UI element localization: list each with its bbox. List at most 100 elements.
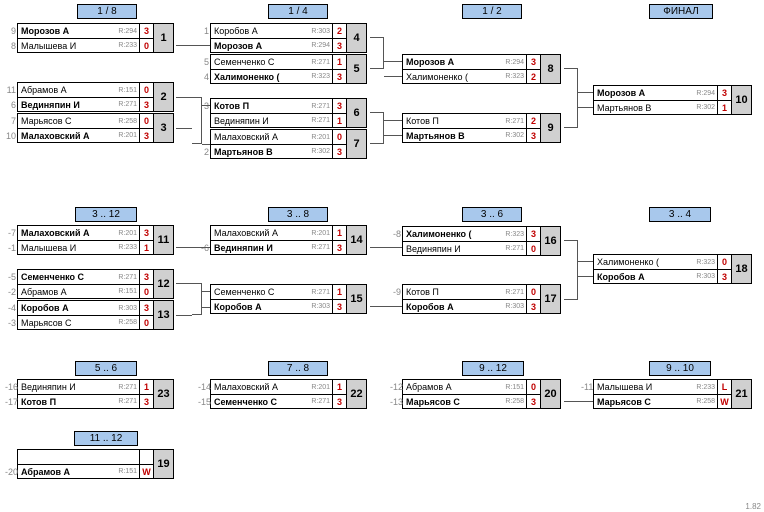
rating: R:201: [118, 230, 139, 237]
score: 0: [139, 114, 153, 128]
rating: R:271: [311, 59, 332, 66]
seed: 5: [198, 57, 209, 67]
player-name: Марьясов С: [18, 318, 118, 328]
match-row: -17Котов ПR:2713: [18, 394, 153, 408]
match-number: 13: [154, 300, 174, 330]
stage-label-s14: 1 / 4: [268, 4, 328, 19]
match-row: -14Малаховский АR:2011: [211, 380, 346, 394]
rating: R:302: [696, 104, 717, 111]
stage-label-s912: 9 .. 12: [462, 361, 524, 376]
match-m4: 1Коробов АR:3032Морозов АR:29434: [210, 23, 367, 53]
match-m19: -20Абрамов АR:151W19: [17, 449, 174, 479]
player-name: Абрамов А: [403, 382, 505, 392]
rating: R:233: [118, 244, 139, 251]
stage-label-s38: 3 .. 8: [268, 207, 328, 222]
score: 0: [139, 83, 153, 97]
seed: -16: [5, 382, 16, 392]
match-row: Коробов АR:3033: [211, 299, 346, 313]
match-row: -6Вединяпин ИR:2713: [211, 240, 346, 254]
player-name: Малаховский А: [211, 228, 311, 238]
match-m7: Малаховский АR:20102Мартьянов ВR:30237: [210, 129, 367, 159]
score: 1: [332, 55, 346, 69]
score: 3: [332, 145, 346, 158]
player-name: Халимоненко (: [594, 257, 696, 267]
rating: R:151: [118, 288, 139, 295]
score: 3: [526, 227, 540, 241]
player-name: Семенченко С: [211, 57, 311, 67]
match-row: 5Семенченко СR:2711: [211, 55, 346, 69]
match-m15: Семенченко СR:2711Коробов АR:303315: [210, 284, 367, 314]
score: 3: [332, 99, 346, 113]
match-row: [18, 450, 153, 464]
seed: -2: [5, 287, 16, 297]
score: 2: [332, 24, 346, 38]
match-row: -3Марьясов СR:2580: [18, 315, 153, 329]
rating: R:151: [505, 384, 526, 391]
score: 3: [717, 86, 731, 100]
match-row: Вединяпин ИR:2711: [211, 113, 346, 127]
seed: -5: [5, 272, 16, 282]
score: 0: [526, 242, 540, 255]
score: 0: [139, 285, 153, 298]
match-m16: -8Халимоненко (R:3233Вединяпин ИR:271016: [402, 226, 561, 256]
stage-label-s56: 5 .. 6: [75, 361, 137, 376]
seed: -12: [390, 382, 401, 392]
match-row: Коробов АR:3033: [594, 269, 731, 283]
match-m13: -4Коробов АR:3033-3Марьясов СR:258013: [17, 300, 174, 330]
rating: R:201: [311, 384, 332, 391]
player-name: Халимоненко (: [403, 72, 505, 82]
player-name: Морозов А: [594, 88, 696, 98]
rating: R:271: [118, 101, 139, 108]
match-row: 8Малышева ИR:2330: [18, 38, 153, 52]
match-m1: 9Морозов АR:29438Малышева ИR:23301: [17, 23, 174, 53]
player-name: Абрамов А: [18, 287, 118, 297]
rating: R:294: [311, 42, 332, 49]
match-row: Халимоненко (R:3232: [403, 69, 540, 83]
match-number: 10: [732, 85, 752, 115]
match-m23: -16Вединяпин ИR:2711-17Котов ПR:271323: [17, 379, 174, 409]
match-m14: Малаховский АR:2011-6Вединяпин ИR:271314: [210, 225, 367, 255]
match-m11: -7Малаховский АR:2013-1Малышева ИR:23311…: [17, 225, 174, 255]
player-name: Мартьянов В: [403, 131, 505, 141]
rating: R:233: [118, 42, 139, 49]
player-name: Марьясов С: [403, 397, 505, 407]
rating: R:271: [118, 398, 139, 405]
score: 3: [139, 301, 153, 315]
player-name: Котов П: [211, 101, 311, 111]
seed: -17: [5, 397, 16, 407]
player-name: Малышева И: [18, 41, 118, 51]
match-row: Коробов АR:3033: [403, 299, 540, 313]
match-row: -20Абрамов АR:151W: [18, 464, 153, 478]
match-row: -13Марьясов СR:2583: [403, 394, 540, 408]
rating: R:271: [505, 289, 526, 296]
player-name: Коробов А: [211, 26, 311, 36]
seed: -9: [390, 287, 401, 297]
match-row: -16Вединяпин ИR:2711: [18, 380, 153, 394]
player-name: Семенченко С: [18, 272, 118, 282]
seed: 10: [5, 131, 16, 141]
match-number: 12: [154, 269, 174, 299]
match-number: 20: [541, 379, 561, 409]
rating: R:271: [505, 245, 526, 252]
seed: 1: [198, 26, 209, 36]
match-m21: -11Малышева ИR:233LМарьясов СR:258W21: [593, 379, 752, 409]
score: 3: [139, 270, 153, 284]
match-row: 7Марьясов СR:2580: [18, 114, 153, 128]
player-name: Котов П: [403, 287, 505, 297]
match-number: 2: [154, 82, 174, 112]
score: L: [717, 380, 731, 394]
match-row: 10Малаховский АR:2013: [18, 128, 153, 142]
match-number: 6: [347, 98, 367, 128]
stage-label-s18: 1 / 8: [77, 4, 137, 19]
match-row: 9Морозов АR:2943: [18, 24, 153, 38]
rating: R:323: [311, 73, 332, 80]
seed: -7: [5, 228, 16, 238]
match-row: -2Абрамов АR:1510: [18, 284, 153, 298]
seed: 9: [5, 26, 16, 36]
match-number: 23: [154, 379, 174, 409]
match-m6: 3Котов ПR:2713Вединяпин ИR:27116: [210, 98, 367, 128]
seed: 4: [198, 72, 209, 82]
match-row: -15Семенченко СR:2713: [211, 394, 346, 408]
player-name: Вединяпин И: [211, 243, 311, 253]
match-m17: -9Котов ПR:2710Коробов АR:303317: [402, 284, 561, 314]
